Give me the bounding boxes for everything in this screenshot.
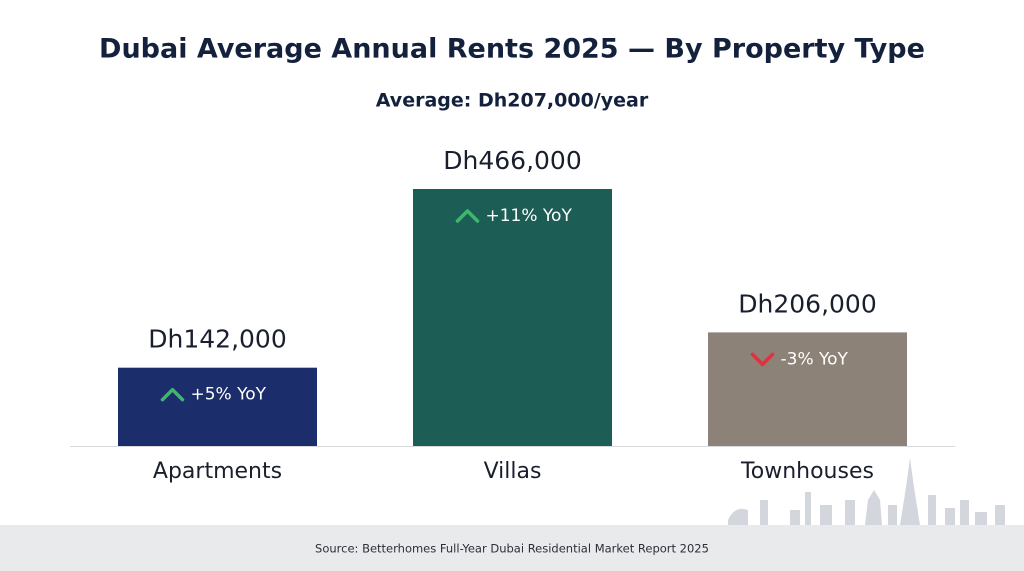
change-label: +11% YoY	[486, 206, 573, 226]
chart-subtitle: Average: Dh207,000/year	[376, 90, 649, 112]
change-arrow	[160, 387, 185, 402]
change-arrow	[455, 209, 480, 223]
change-label: +5% YoY	[191, 385, 267, 405]
source-note: Source: Betterhomes Full-Year Dubai Resi…	[315, 542, 709, 556]
bar	[708, 332, 907, 446]
bar	[118, 367, 317, 446]
value-label: Dh466,000	[443, 146, 581, 175]
value-label: Dh206,000	[738, 289, 876, 318]
change-label: -3% YoY	[781, 349, 849, 369]
value-label: Dh142,000	[148, 325, 286, 354]
bar	[413, 189, 612, 446]
x-tick-label: Townhouses	[740, 459, 874, 484]
x-tick-label: Villas	[484, 459, 542, 484]
change-arrow	[750, 352, 775, 367]
x-tick-label: Apartments	[153, 459, 282, 484]
chart-title: Dubai Average Annual Rents 2025 — By Pro…	[99, 34, 925, 65]
footer-band	[0, 525, 1024, 571]
skyline	[728, 458, 1005, 525]
